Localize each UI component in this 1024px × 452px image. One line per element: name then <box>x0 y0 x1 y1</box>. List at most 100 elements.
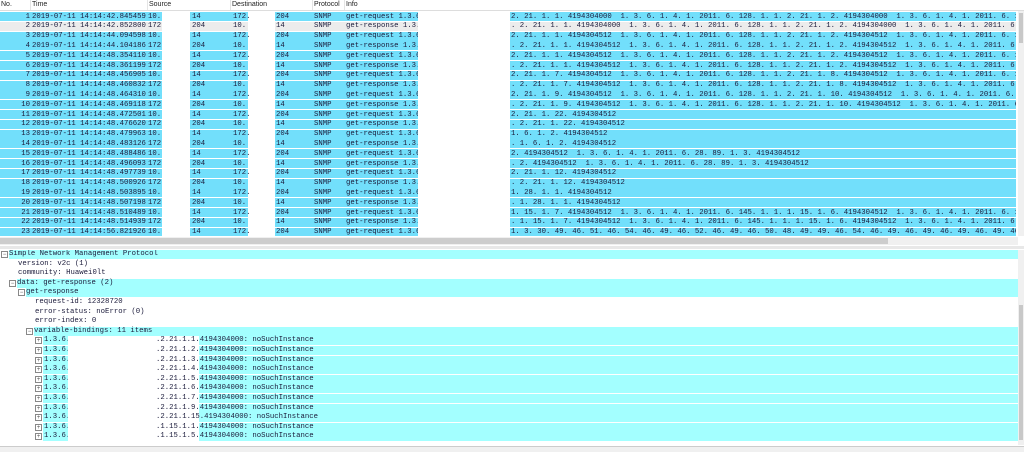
row-background <box>510 31 1016 41</box>
packet-row[interactable]: 3 2019-07-11 14:14:44.094598 10. 14 172. 204 S… <box>0 31 1018 41</box>
expand-icon[interactable]: + <box>35 423 42 431</box>
expand-icon[interactable]: + <box>35 366 42 374</box>
scrollbar-thumb[interactable] <box>1019 305 1023 440</box>
packet-protocol: SNMP <box>314 208 332 217</box>
expand-icon[interactable]: + <box>35 414 42 422</box>
packet-row[interactable]: 19 2019-07-11 14:14:48.503895 10. 14 172. 204… <box>0 188 1018 198</box>
redaction-mask <box>68 432 199 442</box>
varbind-oid-value: .2.21.1.9.4194304000: noSuchInstance <box>156 403 314 412</box>
tree-node-snmp[interactable]: Simple Network Management Protocol <box>9 250 1018 259</box>
packet-row[interactable]: 21 2019-07-11 14:14:48.510489 10. 14 172. 204… <box>0 208 1018 217</box>
packet-protocol: SNMP <box>314 130 332 139</box>
packet-destination-suffix: 14 <box>276 81 285 90</box>
varbind-oid-prefix: 1.3.6. <box>44 413 71 422</box>
row-background <box>510 217 1016 227</box>
packet-row[interactable]: 9 2019-07-11 14:14:48.464310 10. 14 172. 204 S… <box>0 90 1018 100</box>
packet-destination: 10. <box>233 159 247 168</box>
tree-node-varbind[interactable]: 1.3.6. .1.15.1.5.4194304000: noSuchInstan… <box>43 432 1018 442</box>
packet-info: get-request 1.3.6 <box>346 110 418 119</box>
packet-source: 172 <box>148 139 162 148</box>
packet-row[interactable]: 4 2019-07-11 14:14:44.104186 172 204 10. 14 SN… <box>0 41 1018 51</box>
packet-row[interactable]: 1 2019-07-11 14:14:42.845459 10. 14 172. 204 S… <box>0 12 1018 21</box>
row-background <box>0 227 162 236</box>
packet-row[interactable]: 2 2019-07-11 14:14:42.852800 172 204 10. 14 SN… <box>0 21 1018 31</box>
packet-list[interactable]: 1 2019-07-11 14:14:42.845459 10. 14 172. 204 S… <box>0 12 1018 236</box>
tree-node-varbind[interactable]: 1.3.6. .1.15.1.1.4194304000: noSuchInstan… <box>43 422 1018 432</box>
column-header-destination[interactable]: Destination <box>232 1 268 8</box>
packet-row[interactable]: 23 2019-07-11 14:14:56.821926 10. 14 172. 204… <box>0 227 1018 236</box>
packet-row[interactable]: 12 2019-07-11 14:14:48.476620 172 204 10. 14 S… <box>0 119 1018 129</box>
packet-row[interactable]: 7 2019-07-11 14:14:48.456905 10. 14 172. 204 S… <box>0 70 1018 80</box>
expand-icon[interactable]: + <box>35 433 42 441</box>
expand-icon[interactable]: + <box>35 337 42 345</box>
tree-node-variable-bindings[interactable]: variable-bindings: 11 items <box>34 326 1018 336</box>
packet-row[interactable]: 22 2019-07-11 14:14:48.514939 172 204 10. 14 S… <box>0 217 1018 227</box>
collapse-icon[interactable]: − <box>1 251 8 258</box>
packet-details-tree[interactable]: Simple Network Management Protocol − ver… <box>0 250 1018 445</box>
tree-node-varbind[interactable]: 1.3.6. .2.21.1.7.4194304000: noSuchInstan… <box>43 394 1018 403</box>
packet-time: 2019-07-11 14:14:48.510489 <box>32 208 146 217</box>
tree-node-version[interactable]: version: v2c (1) <box>18 259 89 268</box>
expand-icon[interactable]: + <box>35 404 42 412</box>
packet-row[interactable]: 20 2019-07-11 14:14:48.507198 172 204 10. 14 S… <box>0 198 1018 208</box>
packet-destination-suffix: 14 <box>276 41 285 50</box>
packet-row[interactable]: 6 2019-07-11 14:14:48.361199 172 204 10. 14 SN… <box>0 61 1018 70</box>
row-background <box>190 129 248 139</box>
packet-list-vertical-scrollbar[interactable] <box>1018 11 1024 236</box>
packet-source-suffix: 204 <box>192 139 206 148</box>
packet-row[interactable]: 16 2019-07-11 14:14:48.496093 172 204 10. 14 S… <box>0 159 1018 168</box>
packet-protocol: SNMP <box>314 188 332 197</box>
column-header-source[interactable]: Source <box>149 1 172 8</box>
collapse-icon[interactable]: − <box>26 327 33 335</box>
tree-node-varbind[interactable]: 1.3.6. .2.21.1.1.4194304000: noSuchInstan… <box>43 336 1018 346</box>
packet-info-continued: 2. 4194304512 1. 3. 6. 1. 4. 1. 2011. 6.… <box>511 149 801 158</box>
tree-node-varbind[interactable]: 1.3.6. .2.21.1.5.4194304000: noSuchInstan… <box>43 374 1018 384</box>
column-header-time[interactable]: Time <box>32 1 48 8</box>
tree-node-varbind[interactable]: 1.3.6. .2.21.1.15.4194304000: noSuchInsta… <box>43 413 1018 423</box>
tree-node-varbind[interactable]: 1.3.6. .2.21.1.3.4194304000: noSuchInstan… <box>43 355 1018 365</box>
packet-row[interactable]: 15 2019-07-11 14:14:48.488486 10. 14 172. 204… <box>0 149 1018 159</box>
column-header-no[interactable]: No. <box>1 1 12 8</box>
row-background <box>190 110 248 119</box>
packet-row[interactable]: 5 2019-07-11 14:14:48.354110 10. 14 172. 204 S… <box>0 51 1018 61</box>
expand-icon[interactable]: + <box>35 385 42 393</box>
packet-info: get-request 1.3.6 <box>346 71 418 80</box>
tree-node-data[interactable]: data: get-response (2) <box>17 278 1018 288</box>
tree-node-get-response[interactable]: get-response <box>26 288 1018 298</box>
varbind-oid-value: .2.21.1.5.4194304000: noSuchInstance <box>156 374 314 383</box>
tree-node-varbind[interactable]: 1.3.6. .2.21.1.9.4194304000: noSuchInstan… <box>43 403 1018 413</box>
packet-time: 2019-07-11 14:14:48.497739 <box>32 169 146 178</box>
pane-splitter[interactable] <box>0 246 1024 249</box>
packet-row[interactable]: 17 2019-07-11 14:14:48.497739 10. 14 172. 204… <box>0 168 1018 178</box>
expand-icon[interactable]: + <box>35 375 42 383</box>
tree-node-error-status[interactable]: error-status: noError (0) <box>35 307 145 316</box>
packet-row[interactable]: 10 2019-07-11 14:14:48.469118 172 204 10. 14 S… <box>0 100 1018 110</box>
packet-row[interactable]: 11 2019-07-11 14:14:48.472501 10. 14 172. 204… <box>0 110 1018 119</box>
tree-node-varbind[interactable]: 1.3.6. .2.21.1.6.4194304000: noSuchInstan… <box>43 384 1018 394</box>
expand-icon[interactable]: + <box>35 395 42 402</box>
details-vertical-scrollbar[interactable] <box>1018 250 1024 445</box>
column-header-info[interactable]: Info <box>346 1 358 8</box>
tree-node-community[interactable]: community: Huawei0lt <box>18 269 106 278</box>
tree-node-error-index[interactable]: error-index: 0 <box>35 317 97 326</box>
packet-row[interactable]: 14 2019-07-11 14:14:48.483126 172 204 10. 14 S… <box>0 139 1018 149</box>
expand-icon[interactable]: + <box>35 356 42 364</box>
redaction-mask <box>68 355 199 365</box>
scrollbar-thumb[interactable] <box>1019 13 1023 43</box>
packet-row[interactable]: 13 2019-07-11 14:14:48.479963 10. 14 172. 204… <box>0 129 1018 139</box>
tree-node-request-id[interactable]: request-id: 12328720 <box>35 298 123 306</box>
scrollbar-thumb[interactable] <box>0 238 888 244</box>
packet-list-horizontal-scrollbar[interactable] <box>0 237 1018 245</box>
expand-icon[interactable]: + <box>35 347 42 354</box>
collapse-icon[interactable]: − <box>9 279 16 287</box>
tree-node-varbind[interactable]: 1.3.6. .2.21.1.2.4194304000: noSuchInstan… <box>43 346 1018 355</box>
packet-time: 2019-07-11 14:14:48.464310 <box>32 90 146 99</box>
packet-no: 18 <box>21 179 30 188</box>
collapse-icon[interactable]: − <box>18 289 25 297</box>
packet-row[interactable]: 18 2019-07-11 14:14:48.500926 172 204 10. 14 S… <box>0 178 1018 188</box>
packet-destination: 10. <box>233 22 247 31</box>
packet-row[interactable]: 8 2019-07-11 14:14:48.460832 172 204 10. 14 SN… <box>0 80 1018 90</box>
column-header-protocol[interactable]: Protocol <box>314 1 340 8</box>
row-background <box>510 100 1016 110</box>
tree-node-varbind[interactable]: 1.3.6. .2.21.1.4.4194304000: noSuchInstan… <box>43 365 1018 375</box>
